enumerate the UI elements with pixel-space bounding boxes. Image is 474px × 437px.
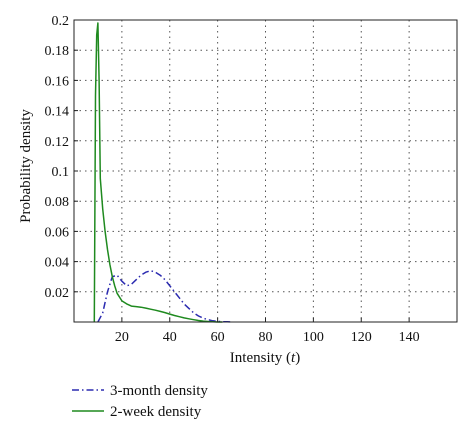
y-tick-label: 0.02 (45, 286, 70, 301)
y-tick-label: 0.16 (45, 74, 70, 89)
series-layer (93, 22, 233, 323)
x-axis-label-suffix: ) (295, 350, 300, 366)
x-tick-label: 40 (163, 330, 177, 345)
x-tick-label: 20 (115, 330, 129, 345)
legend-label-3-month: 3-month density (110, 383, 208, 399)
x-axis-label-prefix: Intensity ( (230, 350, 291, 366)
y-tick-label: 0.06 (45, 225, 70, 240)
y-tick-label: 0.04 (45, 256, 70, 271)
y-tick-label: 0.2 (52, 14, 70, 29)
y-tick-label: 0.18 (45, 44, 70, 59)
y-axis-label: Probability density (18, 109, 34, 223)
y-tick-label: 0.12 (45, 135, 70, 150)
x-tick-label: 100 (303, 330, 324, 345)
ticks: 20 40 60 80 100 120 140 0.02 0.04 0.06 0.08 0.1 0.12… (45, 14, 420, 345)
x-axis-label: Intensity (t) (230, 350, 300, 366)
x-axis-label-var: t (291, 350, 296, 366)
x-tick-label: 80 (259, 330, 273, 345)
y-tick-label: 0.14 (45, 105, 70, 120)
x-tick-label: 60 (211, 330, 225, 345)
legend-label-2-week: 2-week density (110, 404, 202, 420)
x-tick-label: 120 (351, 330, 372, 345)
x-tick-label: 140 (399, 330, 420, 345)
legend: 3-month density 2-week density (72, 383, 208, 420)
series-line-3-month (97, 269, 233, 323)
y-tick-label: 0.1 (52, 165, 70, 180)
y-tick-label: 0.08 (45, 195, 70, 210)
series-line-2-week (93, 22, 223, 323)
